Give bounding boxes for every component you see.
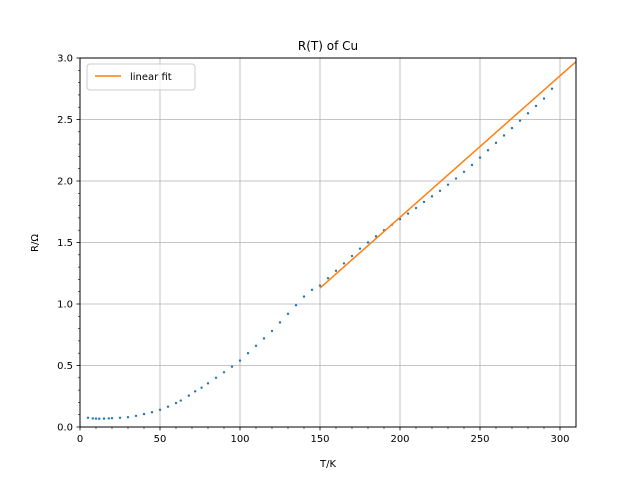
data-point: [534, 104, 538, 108]
data-point: [430, 195, 434, 198]
data-point: [98, 417, 101, 420]
data-point: [166, 405, 170, 408]
data-point: [518, 119, 522, 122]
data-point: [446, 183, 450, 186]
x-axis: 0 50 100 150 200 250 300: [77, 427, 570, 445]
data-point: [358, 247, 362, 250]
data-point: [110, 416, 114, 420]
data-point: [262, 337, 266, 340]
data-point: [200, 386, 203, 389]
data-point: [142, 412, 146, 416]
data-point: [94, 417, 98, 420]
data-point: [230, 365, 234, 368]
grid: [79, 57, 576, 428]
legend-label-linear-fit: linear fit: [130, 72, 172, 83]
data-point: [158, 408, 162, 411]
data-point: [438, 189, 442, 193]
y-tick-label: 0.5: [57, 361, 73, 372]
y-tick-label: 2.0: [57, 177, 73, 188]
data-point: [310, 288, 314, 292]
data-point: [334, 269, 338, 272]
data-point: [238, 359, 242, 362]
data-point: [494, 141, 498, 145]
data-point: [486, 149, 490, 152]
y-tick-label: 1.0: [57, 300, 73, 311]
legend: linear fit: [86, 63, 196, 91]
data-point: [187, 394, 190, 397]
data-point: [194, 390, 197, 393]
data-point: [174, 401, 178, 405]
data-point: [502, 134, 506, 137]
data-point: [270, 329, 274, 333]
data-point: [107, 417, 111, 420]
data-point: [134, 414, 138, 418]
chart-title: R(T) of Cu: [298, 39, 358, 53]
data-point: [414, 206, 418, 210]
data-point: [510, 126, 514, 130]
data-point: [102, 417, 106, 420]
x-tick-label: 100: [230, 434, 249, 445]
y-axis: 0.0 0.5 1.0 1.5 2.0 2.5 3.0: [57, 54, 80, 434]
scatter-series: [86, 87, 554, 420]
data-point: [326, 276, 330, 280]
data-point: [286, 312, 290, 316]
data-point: [246, 352, 250, 355]
data-point: [406, 212, 410, 215]
data-point: [550, 87, 554, 90]
data-point: [454, 177, 458, 180]
data-point: [214, 376, 218, 379]
data-point: [374, 235, 378, 238]
data-point: [254, 344, 258, 348]
data-point: [526, 112, 530, 115]
y-tick-label: 0.0: [57, 423, 73, 434]
data-point: [206, 382, 210, 385]
fit-line-series: [319, 61, 577, 289]
y-tick-label: 3.0: [57, 54, 73, 65]
data-point: [150, 411, 154, 414]
data-point: [91, 417, 95, 420]
data-point: [118, 416, 122, 419]
y-axis-label: R/Ω: [30, 234, 41, 252]
x-tick-label: 0: [77, 434, 83, 445]
data-point: [366, 241, 370, 244]
x-tick-label: 250: [470, 434, 489, 445]
data-point: [302, 295, 306, 298]
data-point: [294, 304, 298, 307]
data-point: [179, 399, 182, 402]
data-point: [470, 163, 474, 167]
data-point: [542, 97, 546, 100]
y-tick-label: 1.5: [57, 238, 73, 249]
data-point: [318, 284, 322, 287]
legend-box: [86, 63, 196, 91]
x-tick-label: 300: [550, 434, 569, 445]
x-tick-label: 150: [310, 434, 329, 445]
linear-fit-line: [319, 61, 577, 289]
data-point: [462, 170, 466, 173]
data-point: [278, 321, 282, 324]
x-axis-label: T/K: [319, 459, 336, 470]
data-point: [126, 415, 130, 419]
y-tick-label: 2.5: [57, 115, 73, 126]
data-point: [342, 262, 346, 265]
data-point: [222, 371, 226, 374]
data-point: [422, 200, 426, 204]
x-tick-label: 50: [154, 434, 167, 445]
x-tick-label: 200: [390, 434, 409, 445]
data-point: [86, 416, 90, 419]
data-point: [350, 254, 354, 258]
data-point: [478, 156, 482, 159]
